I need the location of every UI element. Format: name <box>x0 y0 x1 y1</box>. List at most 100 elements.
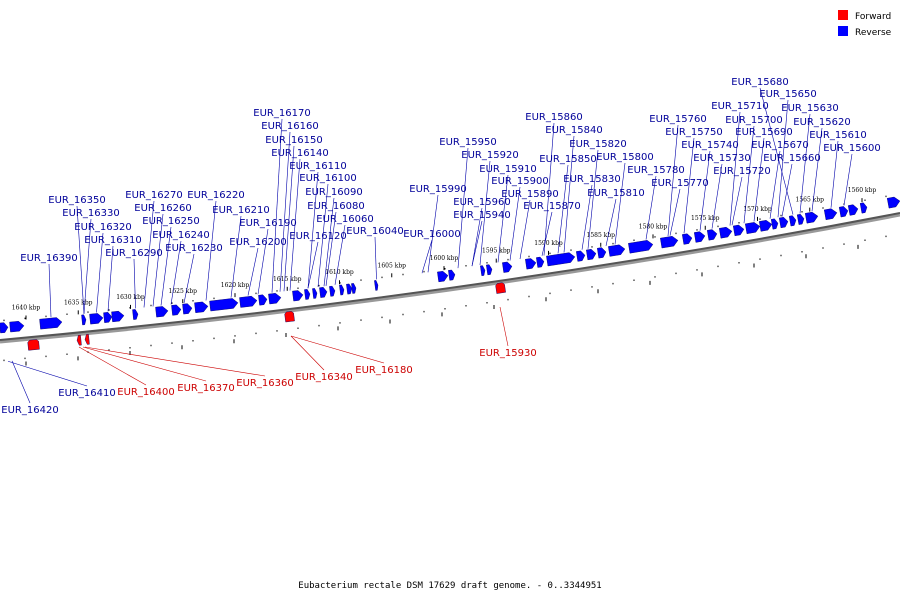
reverse-gene-arrow[interactable] <box>112 311 125 322</box>
gene-label-reverse[interactable]: EUR_16210 <box>212 205 269 216</box>
gene-label-reverse[interactable]: EUR_15620 <box>793 117 850 128</box>
reverse-gene-arrow[interactable] <box>546 252 575 266</box>
gene-label-reverse[interactable]: EUR_15920 <box>461 150 518 161</box>
reverse-gene-arrow[interactable] <box>887 196 900 208</box>
gene-label-reverse[interactable]: EUR_16000 <box>403 229 460 240</box>
gene-label-reverse[interactable]: EUR_15950 <box>439 137 496 148</box>
gene-label-reverse[interactable]: EUR_16290 <box>105 248 162 259</box>
gene-label-forward[interactable]: EUR_16180 <box>355 365 412 376</box>
reverse-gene-arrow[interactable] <box>0 322 8 333</box>
reverse-gene-arrow[interactable] <box>759 219 773 231</box>
gene-label-reverse[interactable]: EUR_15910 <box>479 164 536 175</box>
gene-label-reverse[interactable]: EUR_16090 <box>305 187 362 198</box>
gene-label-forward[interactable]: EUR_16370 <box>177 383 234 394</box>
gene-label-reverse[interactable]: EUR_15780 <box>627 165 684 176</box>
reverse-gene-arrow[interactable] <box>312 288 317 298</box>
gene-label-forward[interactable]: EUR_16360 <box>236 378 293 389</box>
gene-label-reverse[interactable]: EUR_15760 <box>649 114 706 125</box>
gene-label-reverse[interactable]: EUR_15700 <box>725 115 782 126</box>
forward-gene-arrow[interactable] <box>77 335 82 345</box>
reverse-gene-arrow[interactable] <box>797 214 805 225</box>
reverse-gene-arrow[interactable] <box>40 317 63 329</box>
gene-label-reverse[interactable]: EUR_16080 <box>307 201 364 212</box>
reverse-gene-arrow[interactable] <box>860 202 868 213</box>
reverse-gene-arrow[interactable] <box>82 315 87 325</box>
reverse-gene-arrow[interactable] <box>210 298 239 311</box>
reverse-gene-arrow[interactable] <box>480 265 485 275</box>
reverse-gene-arrow[interactable] <box>351 283 356 293</box>
reverse-gene-arrow[interactable] <box>848 204 859 215</box>
forward-gene-arrow[interactable] <box>284 311 294 322</box>
forward-gene-arrow[interactable] <box>28 339 40 350</box>
gene-label-reverse[interactable]: EUR_16410 <box>58 388 115 399</box>
reverse-gene-arrow[interactable] <box>779 217 789 228</box>
reverse-gene-arrow[interactable] <box>576 250 585 261</box>
gene-label-reverse[interactable]: EUR_15610 <box>809 130 866 141</box>
gene-label-forward[interactable]: EUR_16340 <box>295 372 352 383</box>
gene-label-reverse[interactable]: EUR_15830 <box>563 174 620 185</box>
reverse-gene-arrow[interactable] <box>789 215 797 226</box>
gene-label-reverse[interactable]: EUR_15660 <box>763 153 820 164</box>
reverse-gene-arrow[interactable] <box>90 313 104 324</box>
gene-label-reverse[interactable]: EUR_16310 <box>84 235 141 246</box>
gene-label-reverse[interactable]: EUR_16250 <box>142 216 199 227</box>
gene-label-reverse[interactable]: EUR_16150 <box>265 135 322 146</box>
reverse-gene-arrow[interactable] <box>132 309 138 319</box>
reverse-gene-arrow[interactable] <box>608 244 625 256</box>
reverse-gene-arrow[interactable] <box>694 231 706 243</box>
reverse-gene-arrow[interactable] <box>292 290 303 301</box>
gene-label-reverse[interactable]: EUR_16120 <box>289 231 346 242</box>
gene-label-reverse[interactable]: EUR_16060 <box>316 214 373 225</box>
gene-label-reverse[interactable]: EUR_16270 <box>125 190 182 201</box>
reverse-gene-arrow[interactable] <box>707 229 718 240</box>
reverse-gene-arrow[interactable] <box>745 221 761 233</box>
gene-label-reverse[interactable]: EUR_15990 <box>409 184 466 195</box>
reverse-gene-arrow[interactable] <box>194 301 208 312</box>
reverse-gene-arrow[interactable] <box>10 321 25 332</box>
gene-label-reverse[interactable]: EUR_15730 <box>693 153 750 164</box>
reverse-gene-arrow[interactable] <box>586 249 596 260</box>
reverse-gene-arrow[interactable] <box>597 247 606 258</box>
gene-label-reverse[interactable]: EUR_15960 <box>453 197 510 208</box>
reverse-gene-arrow[interactable] <box>268 293 281 304</box>
gene-label-reverse[interactable]: EUR_16220 <box>187 190 244 201</box>
reverse-gene-arrow[interactable] <box>536 257 544 268</box>
gene-label-reverse[interactable]: EUR_15840 <box>545 125 602 136</box>
reverse-gene-arrow[interactable] <box>502 261 512 272</box>
gene-label-reverse[interactable]: EUR_16420 <box>1 405 58 416</box>
reverse-gene-arrow[interactable] <box>805 211 819 223</box>
gene-label-reverse[interactable]: EUR_16390 <box>20 253 77 264</box>
gene-label-reverse[interactable]: EUR_16100 <box>299 173 356 184</box>
reverse-gene-arrow[interactable] <box>171 304 181 315</box>
gene-label-reverse[interactable]: EUR_16350 <box>48 195 105 206</box>
gene-label-reverse[interactable]: EUR_15940 <box>453 210 510 221</box>
gene-label-reverse[interactable]: EUR_15900 <box>491 176 548 187</box>
gene-label-reverse[interactable]: EUR_15850 <box>539 154 596 165</box>
reverse-gene-arrow[interactable] <box>319 287 327 298</box>
reverse-gene-arrow[interactable] <box>771 218 779 229</box>
reverse-gene-arrow[interactable] <box>304 289 310 300</box>
reverse-gene-arrow[interactable] <box>339 285 344 295</box>
reverse-gene-arrow[interactable] <box>719 226 733 238</box>
gene-label-reverse[interactable]: EUR_16320 <box>74 222 131 233</box>
gene-label-reverse[interactable]: EUR_16260 <box>134 203 191 214</box>
reverse-gene-arrow[interactable] <box>525 258 536 269</box>
gene-label-reverse[interactable]: EUR_15630 <box>781 103 838 114</box>
gene-label-reverse[interactable]: EUR_15740 <box>681 140 738 151</box>
reverse-gene-arrow[interactable] <box>437 271 448 282</box>
gene-label-reverse[interactable]: EUR_15670 <box>751 140 808 151</box>
reverse-gene-arrow[interactable] <box>329 286 335 297</box>
reverse-gene-arrow[interactable] <box>239 296 257 308</box>
gene-label-reverse[interactable]: EUR_16240 <box>152 230 209 241</box>
reverse-gene-arrow[interactable] <box>733 224 745 236</box>
gene-label-reverse[interactable]: EUR_15690 <box>735 127 792 138</box>
gene-label-reverse[interactable]: EUR_16160 <box>261 121 318 132</box>
gene-label-reverse[interactable]: EUR_16110 <box>289 161 346 172</box>
reverse-gene-arrow[interactable] <box>104 312 113 323</box>
reverse-gene-arrow[interactable] <box>628 240 653 254</box>
reverse-gene-arrow[interactable] <box>258 294 267 305</box>
reverse-gene-arrow[interactable] <box>448 270 455 281</box>
gene-label-reverse[interactable]: EUR_15870 <box>523 201 580 212</box>
gene-label-reverse[interactable]: EUR_15820 <box>569 139 626 150</box>
reverse-gene-arrow[interactable] <box>839 206 849 217</box>
